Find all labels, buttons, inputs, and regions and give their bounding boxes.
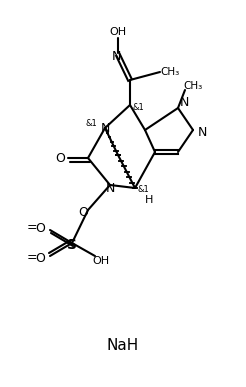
Text: O: O bbox=[55, 151, 65, 164]
Text: O: O bbox=[35, 252, 45, 264]
Text: O: O bbox=[78, 205, 88, 219]
Text: N: N bbox=[179, 96, 189, 110]
Text: H: H bbox=[145, 195, 153, 205]
Text: S: S bbox=[67, 238, 77, 252]
Text: OH: OH bbox=[109, 27, 126, 37]
Text: OH: OH bbox=[92, 256, 109, 266]
Text: =: = bbox=[27, 252, 37, 264]
Text: NaH: NaH bbox=[107, 337, 139, 353]
Text: &1: &1 bbox=[132, 103, 144, 113]
Text: N: N bbox=[111, 50, 121, 63]
Text: N: N bbox=[197, 125, 207, 139]
Text: =: = bbox=[27, 221, 37, 235]
Text: CH₃: CH₃ bbox=[160, 67, 180, 77]
Text: N: N bbox=[105, 182, 115, 195]
Text: N: N bbox=[100, 122, 110, 135]
Text: &1: &1 bbox=[85, 120, 97, 128]
Text: &1: &1 bbox=[137, 185, 149, 195]
Text: CH₃: CH₃ bbox=[183, 81, 203, 91]
Text: O: O bbox=[35, 221, 45, 235]
